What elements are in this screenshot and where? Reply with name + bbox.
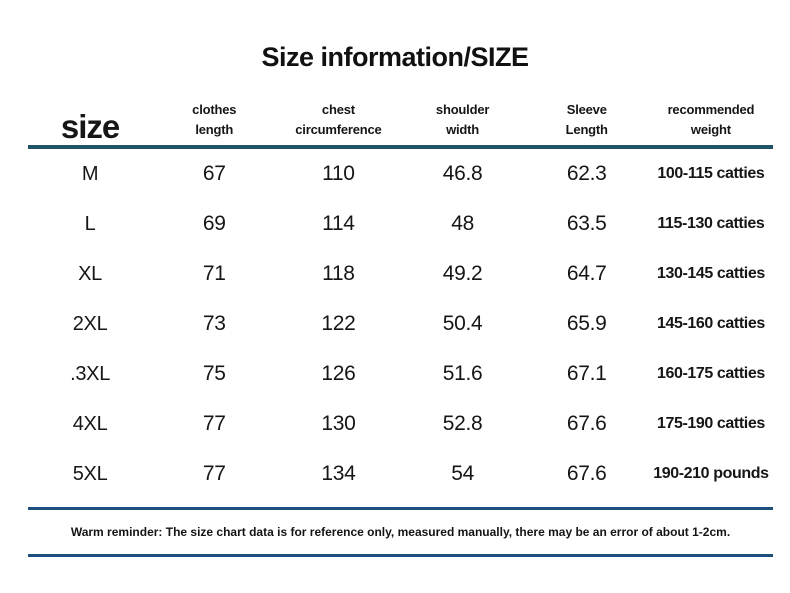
column-header-chest-circumference: chest circumference [276, 100, 400, 145]
column-header-line: recommended [667, 101, 755, 117]
column-header-sleeve-length: Sleeve Length [525, 100, 649, 145]
cell-recommended-weight: 100-115 catties [657, 165, 765, 182]
reminder-top-line [28, 507, 773, 510]
table-row: L 69 114 48 63.5 115-130 catties [28, 199, 773, 249]
cell-sleeve-length: 63.5 [566, 212, 607, 235]
column-header-line: chest [321, 101, 355, 117]
column-header-line: Length [565, 121, 608, 137]
column-header-line: Sleeve [566, 101, 607, 117]
cell-recommended-weight: 160-175 catties [656, 365, 765, 382]
column-header-shoulder-width: shoulder width [400, 100, 524, 145]
table-header-row: size clothes length chest circumference … [28, 88, 773, 145]
column-header-line: circumference [295, 121, 382, 137]
cell-size: 5XL [72, 462, 108, 485]
table-row: M 67 110 46.8 62.3 100-115 catties [28, 149, 773, 199]
table-row: 2XL 73 122 50.4 65.9 145-160 catties [28, 299, 773, 349]
cell-chest-circumference: 122 [321, 312, 356, 335]
reminder-text-wrap: Warm reminder: The size chart data is fo… [28, 510, 773, 554]
cell-size: L [84, 212, 96, 235]
page-title: Size information/SIZE [261, 42, 529, 72]
cell-recommended-weight: 115-130 catties [657, 215, 765, 232]
cell-clothes-length: 73 [202, 312, 226, 335]
column-header-line: weight [690, 121, 731, 137]
cell-shoulder-width: 50.4 [442, 312, 483, 335]
table-row: 5XL 77 134 54 67.6 190-210 pounds [28, 449, 773, 499]
header-divider-line [28, 145, 773, 149]
cell-recommended-weight: 175-190 catties [656, 415, 765, 432]
cell-chest-circumference: 134 [321, 462, 356, 485]
cell-shoulder-width: 46.8 [442, 162, 483, 185]
cell-sleeve-length: 67.6 [566, 412, 607, 435]
cell-size: M [81, 162, 99, 185]
column-header-line: clothes [192, 101, 237, 117]
cell-chest-circumference: 126 [321, 362, 356, 385]
reminder-text: Warm reminder: The size chart data is fo… [70, 525, 731, 539]
column-header-clothes-length: clothes length [152, 100, 276, 145]
cell-sleeve-length: 65.9 [566, 312, 607, 335]
cell-chest-circumference: 110 [322, 162, 355, 185]
cell-size: .3XL [70, 362, 111, 385]
cell-recommended-weight: 145-160 catties [656, 315, 765, 332]
column-header-recommended-weight: recommended weight [649, 100, 773, 145]
cell-clothes-length: 71 [202, 262, 226, 285]
cell-clothes-length: 67 [202, 162, 226, 185]
cell-clothes-length: 69 [202, 212, 226, 235]
cell-clothes-length: 77 [202, 462, 226, 485]
cell-recommended-weight: 130-145 catties [656, 265, 765, 282]
cell-recommended-weight: 190-210 pounds [653, 465, 769, 482]
reminder-section: Warm reminder: The size chart data is fo… [28, 507, 773, 557]
table-row: .3XL 75 126 51.6 67.1 160-175 catties [28, 349, 773, 399]
cell-chest-circumference: 130 [321, 412, 356, 435]
cell-sleeve-length: 67.1 [566, 362, 607, 385]
size-table: size clothes length chest circumference … [28, 88, 773, 557]
column-header-line: width [446, 121, 480, 137]
cell-shoulder-width: 49.2 [442, 262, 483, 285]
table-row: XL 71 118 49.2 64.7 130-145 catties [28, 249, 773, 299]
cell-sleeve-length: 64.7 [566, 262, 607, 285]
column-header-line: shoulder [435, 101, 490, 117]
cell-chest-circumference: 118 [322, 262, 355, 285]
cell-size: XL [78, 262, 103, 285]
cell-size: 2XL [72, 312, 108, 335]
cell-clothes-length: 75 [202, 362, 226, 385]
cell-size: 4XL [72, 412, 108, 435]
cell-shoulder-width: 52.8 [442, 412, 483, 435]
column-header-line: length [195, 121, 234, 137]
cell-shoulder-width: 51.6 [442, 362, 483, 385]
column-header-size: size [60, 108, 120, 145]
cell-clothes-length: 77 [202, 412, 226, 435]
cell-sleeve-length: 62.3 [566, 162, 607, 185]
cell-shoulder-width: 54 [451, 462, 474, 485]
reminder-bottom-line [28, 554, 773, 557]
cell-chest-circumference: 114 [322, 212, 355, 235]
cell-shoulder-width: 48 [451, 212, 474, 235]
cell-sleeve-length: 67.6 [566, 462, 607, 485]
table-row: 4XL 77 130 52.8 67.6 175-190 catties [28, 399, 773, 449]
